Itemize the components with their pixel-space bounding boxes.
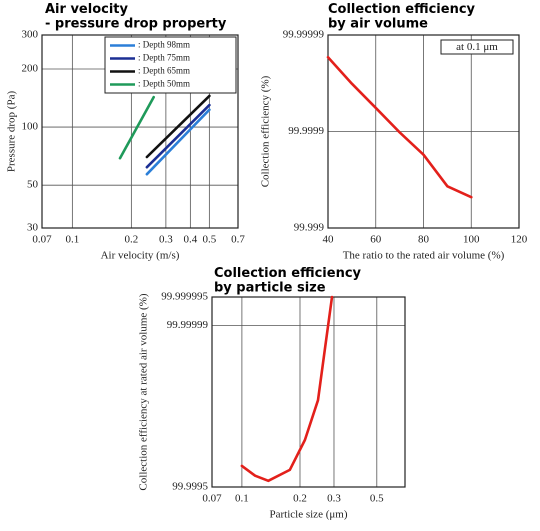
legend-label: : Depth 75mm bbox=[138, 53, 190, 63]
data-line bbox=[145, 103, 211, 169]
y-tick-label: 99.999995 bbox=[161, 291, 208, 303]
x-tick-label: 120 bbox=[511, 234, 528, 246]
x-tick-label: 0.1 bbox=[235, 493, 249, 505]
x-tick-label: 60 bbox=[370, 234, 382, 246]
plot-frame bbox=[211, 296, 406, 488]
x-tick-label: 0.3 bbox=[159, 234, 173, 246]
x-axis-label: Air velocity (m/s) bbox=[101, 250, 180, 262]
x-tick-label: 0.5 bbox=[202, 234, 216, 246]
x-tick-label: 100 bbox=[463, 234, 480, 246]
chart-title: Collection efficiency by air volume bbox=[328, 2, 476, 31]
y-tick-label: 50 bbox=[27, 179, 39, 191]
x-tick-label: 80 bbox=[418, 234, 430, 246]
y-tick-label: 99.999 bbox=[294, 222, 325, 234]
annotation-box bbox=[440, 39, 514, 55]
y-tick-label: 99.9995 bbox=[172, 481, 208, 493]
data-line bbox=[326, 55, 473, 199]
x-axis-label: The ratio to the rated air volume (%) bbox=[343, 250, 505, 262]
y-tick-label: 99.9999 bbox=[288, 125, 324, 137]
y-axis-label: Collection efficiency at rated air volum… bbox=[138, 293, 150, 490]
plot-area bbox=[212, 297, 405, 487]
chart-title: Collection efficiency by particle size bbox=[214, 266, 362, 295]
x-tick-label: 0.5 bbox=[370, 493, 384, 505]
data-line bbox=[240, 295, 334, 483]
x-tick-label: 0.3 bbox=[327, 493, 341, 505]
x-tick-label: 0.1 bbox=[65, 234, 79, 246]
y-tick-label: 30 bbox=[27, 222, 39, 234]
y-tick-label: 200 bbox=[22, 63, 39, 75]
data-line bbox=[118, 95, 155, 160]
x-tick-label: 0.4 bbox=[183, 234, 197, 246]
data-line bbox=[145, 94, 211, 159]
y-tick-label: 99.99999 bbox=[167, 319, 209, 331]
x-tick-label: 0.7 bbox=[231, 234, 245, 246]
data-line bbox=[145, 108, 211, 176]
x-tick-label: 0.2 bbox=[293, 493, 307, 505]
legend-label: : Depth 98mm bbox=[138, 40, 190, 50]
x-axis-label: Particle size (μm) bbox=[270, 509, 348, 521]
legend-label: : Depth 65mm bbox=[138, 66, 190, 76]
y-tick-label: 99.99999 bbox=[283, 29, 325, 41]
x-tick-label: 0.2 bbox=[124, 234, 138, 246]
annotation: at 0.1 μm bbox=[456, 41, 498, 53]
y-axis-label: Pressure drop (Pa) bbox=[6, 91, 18, 173]
y-axis-label: Collection efficiency (%) bbox=[260, 75, 272, 187]
x-tick-label: 0.07 bbox=[32, 234, 52, 246]
plot-frame bbox=[41, 34, 239, 229]
chart-title: Air velocity - pressure drop property bbox=[45, 2, 227, 31]
x-tick-label: 40 bbox=[323, 234, 335, 246]
x-tick-label: 0.07 bbox=[202, 493, 222, 505]
plot-frame bbox=[327, 34, 520, 229]
y-tick-label: 100 bbox=[22, 121, 39, 133]
y-tick-label: 300 bbox=[22, 29, 39, 41]
legend-label: : Depth 50mm bbox=[138, 79, 190, 89]
